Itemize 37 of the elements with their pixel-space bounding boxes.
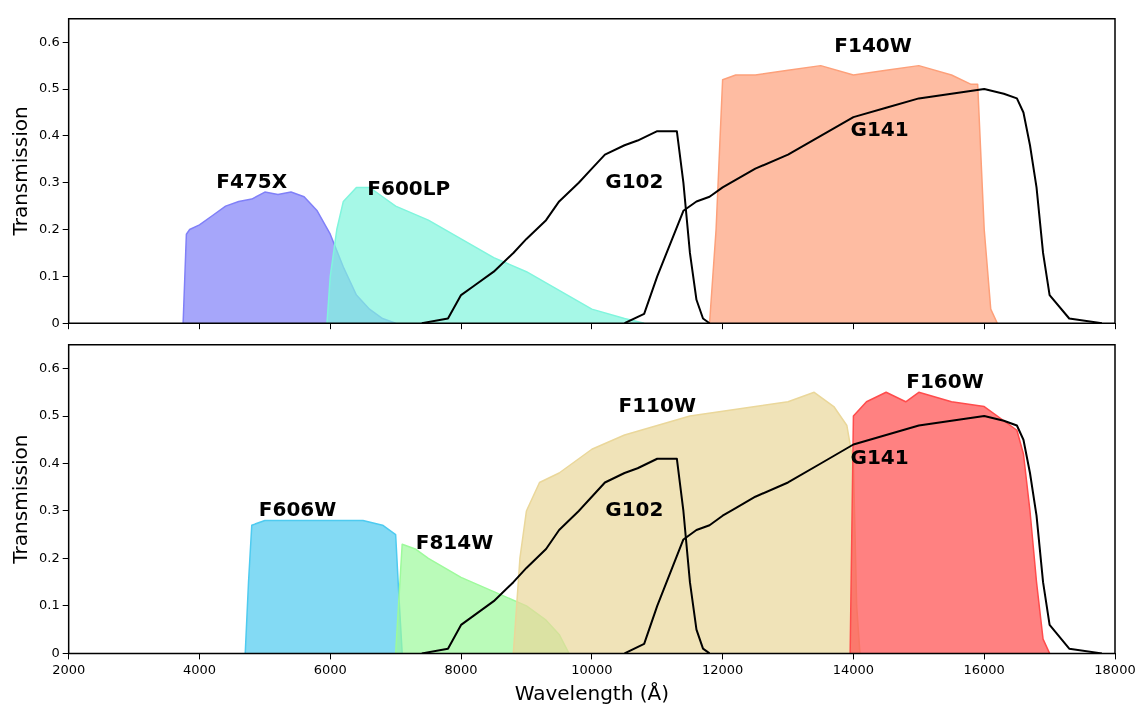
series-label: F475X	[216, 168, 288, 193]
y-tick-label: 0.5	[38, 407, 60, 423]
series-label: F110W	[618, 392, 696, 417]
y-tick-label: 0.3	[38, 174, 60, 190]
y-tick-label: 0	[51, 644, 60, 660]
series-label: F600LP	[367, 175, 451, 200]
series-label: F606W	[258, 497, 337, 522]
x-tick-label: 6000	[313, 661, 347, 677]
y-tick-label: 0.1	[38, 267, 60, 283]
y-tick-label: 0.4	[38, 454, 60, 470]
series-label: G141	[850, 444, 909, 469]
series-label: F140W	[834, 33, 912, 58]
series-label: G102	[605, 168, 664, 193]
x-tick-label: 18000	[1094, 661, 1136, 677]
series-label: F814W	[415, 530, 494, 555]
x-tick-label: 16000	[963, 661, 1005, 677]
y-tick-label: 0.4	[38, 127, 60, 143]
y-tick-label: 0	[51, 314, 60, 330]
series-label: G141	[850, 117, 909, 142]
y-tick-label: 0.3	[38, 502, 60, 518]
y-tick-label: 0.1	[38, 597, 60, 613]
x-tick-label: 8000	[444, 661, 478, 677]
series-label: G102	[605, 497, 664, 522]
y-tick-label: 0.5	[38, 80, 60, 96]
x-tick-label: 12000	[701, 661, 744, 677]
x-tick-label: 2000	[52, 661, 86, 677]
y-tick-label: 0.2	[38, 220, 60, 236]
y-axis-title: Transmission	[8, 434, 33, 565]
y-tick-label: 0.2	[38, 549, 60, 565]
y-axis-title: Transmission	[8, 106, 33, 237]
x-axis-title: Wavelength (Å)	[514, 681, 669, 706]
x-tick-label: 14000	[832, 661, 875, 677]
x-tick-label: 10000	[571, 661, 613, 677]
x-tick-label: 4000	[182, 661, 217, 677]
y-tick-label: 0.6	[38, 359, 60, 375]
series-label: F160W	[906, 368, 984, 393]
y-tick-label: 0.6	[38, 33, 60, 49]
